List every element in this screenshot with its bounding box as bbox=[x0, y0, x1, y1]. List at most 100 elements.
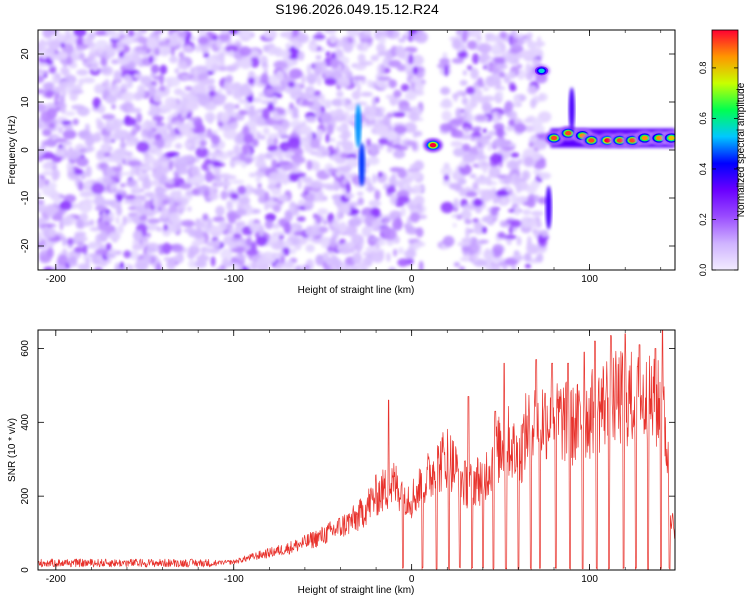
noise-blob bbox=[225, 45, 239, 53]
noise-blob bbox=[54, 93, 59, 104]
noise-blob bbox=[194, 65, 208, 71]
noise-blob bbox=[508, 225, 514, 235]
noise-blob bbox=[301, 74, 306, 85]
noise-blob bbox=[105, 119, 111, 126]
noise-blob bbox=[383, 218, 390, 225]
noise-blob bbox=[461, 30, 468, 43]
noise-blob bbox=[525, 63, 532, 75]
noise-blob bbox=[73, 246, 85, 253]
noise-blob bbox=[483, 249, 494, 261]
noise-blob bbox=[79, 190, 93, 198]
noise-blob bbox=[281, 119, 291, 130]
noise-blob bbox=[306, 73, 317, 84]
noise-blob bbox=[137, 84, 146, 94]
noise-blob bbox=[136, 141, 150, 153]
noise-blob bbox=[342, 42, 354, 53]
snr-panel: -200 -100 0 100 0 200 400 600 Height of straigh… bbox=[7, 329, 676, 596]
noise-blob bbox=[265, 30, 277, 38]
noise-blob bbox=[408, 53, 414, 65]
noise-blob bbox=[271, 114, 283, 121]
noise-blob bbox=[341, 97, 346, 107]
noise-blob bbox=[286, 259, 294, 267]
noise-blob bbox=[117, 169, 123, 180]
noise-blob bbox=[368, 200, 382, 207]
noise-blob bbox=[97, 219, 108, 231]
noise-blob bbox=[393, 89, 402, 98]
noise-blob bbox=[97, 47, 104, 55]
y-tick-label: 0 bbox=[20, 147, 31, 153]
noise-blob bbox=[411, 33, 420, 41]
noise-blob bbox=[491, 248, 503, 258]
noise-blob bbox=[455, 107, 462, 119]
noise-blob bbox=[480, 189, 493, 202]
noise-blob bbox=[495, 189, 510, 197]
noise-blob bbox=[182, 45, 194, 53]
noise-blob bbox=[185, 100, 200, 111]
noise-blob bbox=[337, 76, 351, 88]
noise-blob bbox=[308, 42, 319, 51]
spectral-tone bbox=[581, 133, 602, 148]
noise-blob bbox=[111, 104, 116, 110]
noise-blob bbox=[144, 200, 152, 210]
noise-blob bbox=[174, 171, 179, 181]
noise-blob bbox=[65, 33, 71, 40]
noise-blob bbox=[285, 42, 292, 51]
noise-blob bbox=[141, 237, 147, 242]
noise-blob bbox=[248, 172, 256, 178]
noise-blob bbox=[366, 138, 371, 147]
noise-blob bbox=[241, 161, 247, 168]
noise-blob bbox=[51, 168, 61, 181]
noise-blob bbox=[169, 128, 176, 139]
noise-blob bbox=[284, 211, 293, 222]
noise-blob bbox=[340, 242, 351, 248]
noise-blob bbox=[122, 215, 127, 226]
noise-blob bbox=[403, 122, 417, 133]
noise-blob bbox=[220, 51, 225, 64]
noise-blob bbox=[38, 88, 45, 94]
noise-blob bbox=[249, 56, 260, 68]
noise-blob bbox=[72, 118, 79, 126]
noise-blob bbox=[218, 33, 230, 42]
noise-blob bbox=[125, 216, 133, 224]
noise-blob bbox=[407, 258, 414, 265]
x-tick-label: -200 bbox=[46, 274, 66, 285]
noise-blob bbox=[365, 246, 379, 252]
noise-blob bbox=[159, 85, 166, 93]
noise-blob bbox=[207, 163, 214, 170]
noise-blob bbox=[196, 124, 206, 136]
noise-blob bbox=[526, 32, 533, 38]
noise-blob bbox=[70, 89, 84, 94]
noise-blob bbox=[517, 33, 524, 39]
x-tick-label: 100 bbox=[581, 574, 598, 585]
noise-blob bbox=[386, 186, 396, 194]
noise-blob bbox=[188, 245, 200, 256]
noise-blob bbox=[215, 205, 225, 217]
noise-blob bbox=[178, 207, 184, 215]
noise-blob bbox=[256, 135, 262, 140]
noise-blob bbox=[116, 205, 123, 216]
noise-blob bbox=[86, 56, 93, 64]
noise-blob bbox=[159, 104, 169, 112]
noise-blob bbox=[155, 90, 165, 97]
noise-blob bbox=[154, 149, 163, 157]
noise-blob bbox=[346, 182, 351, 194]
noise-blob bbox=[538, 93, 548, 102]
noise-blob bbox=[343, 209, 351, 214]
noise-blob bbox=[41, 223, 52, 229]
noise-blob bbox=[313, 34, 326, 39]
noise-blob bbox=[332, 219, 339, 227]
noise-blob bbox=[127, 30, 135, 38]
noise-blob bbox=[148, 166, 154, 171]
noise-blob bbox=[146, 242, 159, 249]
noise-blob bbox=[66, 237, 74, 246]
noise-blob bbox=[113, 70, 122, 82]
noise-blob bbox=[310, 180, 323, 190]
noise-blob bbox=[250, 224, 259, 233]
noise-blob bbox=[456, 90, 466, 96]
noise-blob bbox=[392, 218, 403, 230]
noise-blob bbox=[500, 222, 510, 228]
noise-blob bbox=[131, 243, 145, 251]
noise-blob bbox=[404, 91, 417, 101]
noise-blob bbox=[96, 121, 105, 131]
noise-blob bbox=[118, 222, 124, 234]
